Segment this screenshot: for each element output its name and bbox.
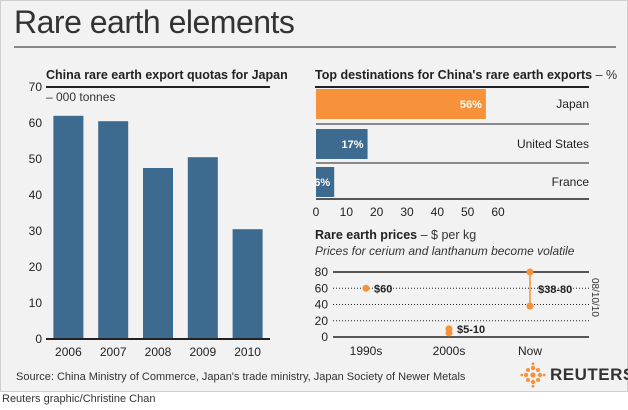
price-label: $60: [374, 283, 392, 295]
title-rule: [14, 46, 616, 48]
x-tick-label: Now: [518, 344, 542, 358]
y-tick-label: 80: [315, 265, 329, 279]
bar-united-states: [316, 129, 368, 159]
price-point-low: [445, 329, 453, 337]
prices-chart-title-text: Rare earth prices: [315, 228, 418, 242]
bar-2007: [98, 121, 129, 339]
y-tick-label: 40: [315, 298, 329, 312]
x-tick-label: 2000s: [433, 344, 466, 358]
price-label: $38-80: [538, 284, 572, 296]
graphic-credit: Reuters graphic/Christine Chan: [2, 393, 156, 405]
page-title: Rare earth elements: [14, 4, 295, 40]
x-tick-label: 2010: [234, 345, 261, 359]
x-tick-label: 10: [340, 205, 354, 219]
y-tick-label: 20: [315, 314, 329, 328]
y-tick-label: 50: [29, 152, 43, 166]
category-label: Japan: [556, 97, 589, 111]
y-tick-label: 60: [29, 116, 43, 130]
x-tick-label: 20: [370, 205, 384, 219]
bar-2008: [143, 168, 173, 339]
x-tick-label: 2006: [55, 345, 82, 359]
x-tick-label: 30: [400, 205, 414, 219]
reuters-logo: REUTERS: [520, 362, 628, 388]
x-tick-label: 50: [461, 205, 475, 219]
graphic-date: 08/10/10: [589, 278, 600, 317]
x-tick-label: 2009: [189, 345, 216, 359]
y-tick-label: 0: [321, 330, 328, 344]
price-point-low: [526, 302, 534, 310]
y-tick-label: 40: [29, 188, 43, 202]
destinations-chart-title-text: Top destinations for China's rare earth …: [315, 68, 593, 82]
bar-japan: [316, 89, 486, 119]
bar-2009: [187, 157, 218, 339]
y-tick-label: 10: [29, 296, 43, 310]
source-note: Source: China Ministry of Commerce, Japa…: [16, 371, 466, 383]
category-label: France: [552, 175, 590, 189]
y-tick-label: 60: [315, 281, 329, 295]
destinations-chart-rule: [315, 86, 589, 88]
bar-value-label: 17%: [342, 139, 364, 151]
x-tick-label: 2008: [145, 345, 172, 359]
category-label: United States: [517, 137, 589, 151]
y-tick-label: 30: [29, 224, 43, 238]
y-tick-label: 0: [35, 332, 42, 346]
bar-2010: [232, 229, 263, 339]
destinations-chart-unit: – %: [595, 68, 618, 82]
x-tick-label: 0: [313, 205, 320, 219]
price-point: [362, 284, 370, 292]
x-tick-label: 60: [491, 205, 505, 219]
prices-chart-title: Rare earth prices – $ per kg: [315, 228, 476, 242]
y-tick-label: 70: [29, 80, 43, 94]
reuters-logo-icon: [520, 362, 546, 388]
destinations-chart-title: Top destinations for China's rare earth …: [315, 68, 617, 82]
x-tick-label: 2007: [100, 345, 127, 359]
quota-chart-subtitle: – 000 tonnes: [46, 90, 116, 104]
prices-chart-unit: – $ per kg: [420, 228, 477, 242]
bar-france: [316, 167, 335, 197]
prices-chart-subtitle: Prices for cerium and lanthanum become v…: [315, 244, 575, 258]
quota-chart-rule: [46, 86, 270, 88]
reuters-logo-text: REUTERS: [550, 365, 628, 384]
bar-value-label: 56%: [460, 99, 482, 111]
x-tick-label: 40: [431, 205, 445, 219]
bar-value-label: 6%: [314, 177, 330, 189]
price-label: $5-10: [457, 324, 485, 336]
price-point-high: [526, 268, 534, 276]
quota-chart-title: China rare earth export quotas for Japan: [46, 68, 288, 82]
bar-2006: [53, 115, 84, 339]
y-tick-label: 20: [29, 260, 43, 274]
x-tick-label: 1990s: [350, 344, 383, 358]
